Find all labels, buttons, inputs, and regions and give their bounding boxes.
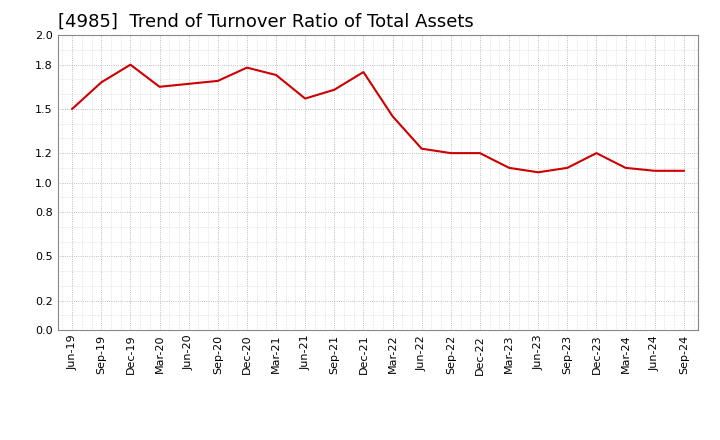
Text: [4985]  Trend of Turnover Ratio of Total Assets: [4985] Trend of Turnover Ratio of Total … xyxy=(58,13,473,31)
